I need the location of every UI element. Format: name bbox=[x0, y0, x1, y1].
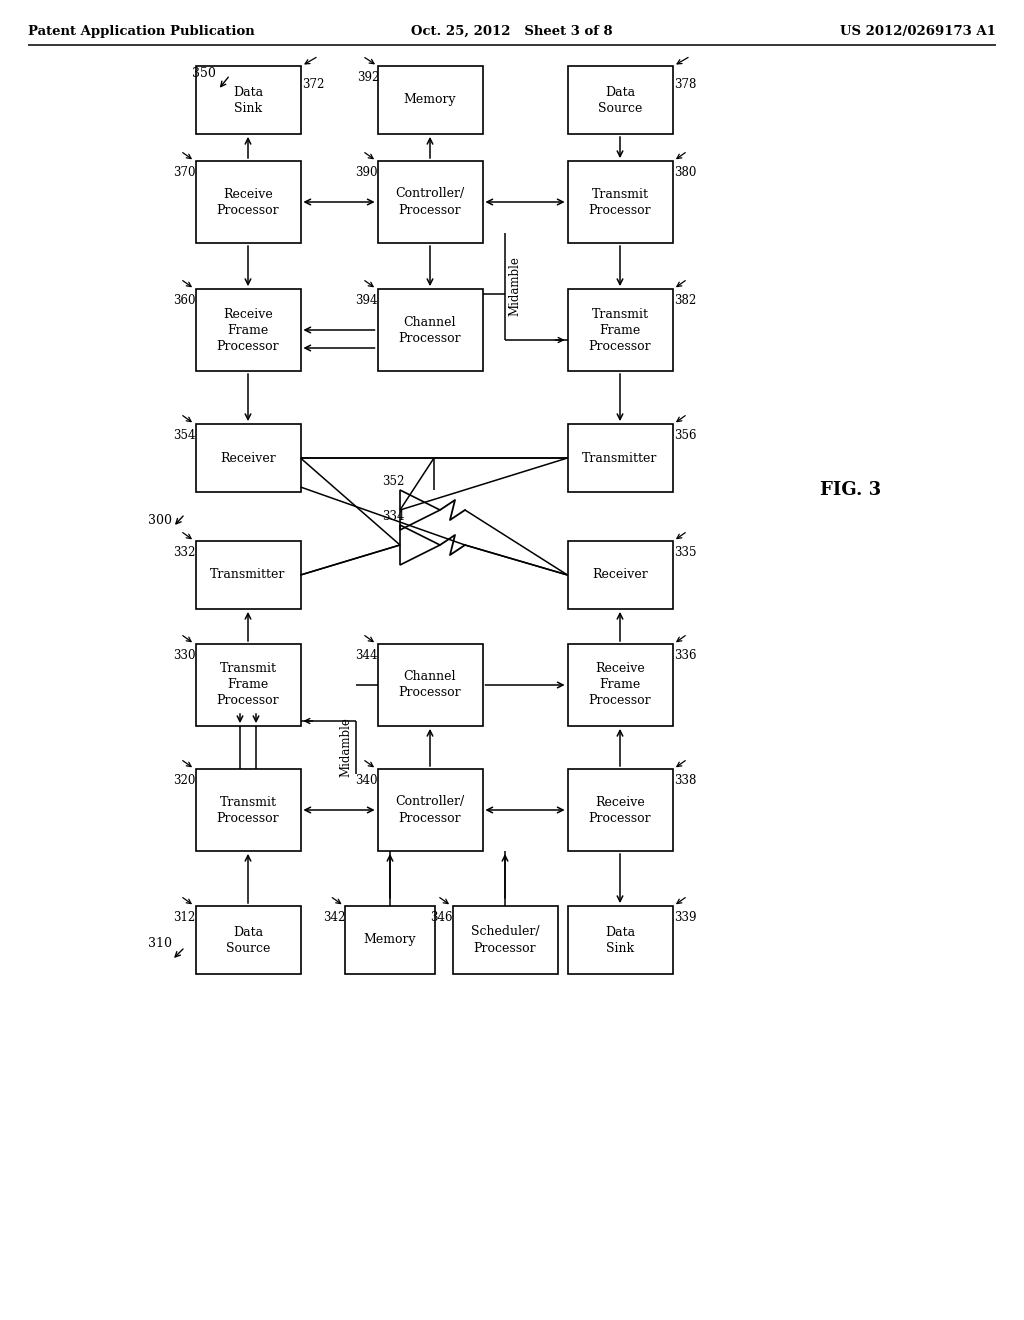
Text: Receiver: Receiver bbox=[220, 451, 275, 465]
Text: 352: 352 bbox=[382, 475, 404, 488]
Text: 346: 346 bbox=[430, 911, 453, 924]
Text: 339: 339 bbox=[675, 911, 697, 924]
Text: 392: 392 bbox=[357, 71, 380, 84]
Bar bbox=[453, 906, 557, 974]
Text: Controller/
Processor: Controller/ Processor bbox=[395, 796, 465, 825]
Bar bbox=[567, 541, 673, 609]
Bar bbox=[378, 66, 482, 135]
Text: 372: 372 bbox=[302, 78, 325, 91]
Bar bbox=[567, 644, 673, 726]
Bar bbox=[378, 770, 482, 851]
Text: 300: 300 bbox=[148, 513, 172, 527]
Text: 342: 342 bbox=[323, 911, 345, 924]
Bar bbox=[196, 541, 300, 609]
Bar bbox=[196, 66, 300, 135]
Text: 344: 344 bbox=[355, 649, 378, 663]
Text: Scheduler/
Processor: Scheduler/ Processor bbox=[471, 925, 540, 954]
Text: Data
Sink: Data Sink bbox=[605, 925, 635, 954]
Text: FIG. 3: FIG. 3 bbox=[820, 480, 881, 499]
Bar bbox=[378, 289, 482, 371]
Text: Transmit
Processor: Transmit Processor bbox=[217, 796, 280, 825]
Text: Midamble: Midamble bbox=[508, 256, 521, 317]
Text: Data
Source: Data Source bbox=[226, 925, 270, 954]
Text: 356: 356 bbox=[675, 429, 697, 442]
Bar bbox=[567, 906, 673, 974]
Text: 380: 380 bbox=[675, 166, 697, 180]
Text: 350: 350 bbox=[193, 67, 216, 81]
Bar bbox=[378, 161, 482, 243]
Text: Oct. 25, 2012   Sheet 3 of 8: Oct. 25, 2012 Sheet 3 of 8 bbox=[412, 25, 612, 38]
Text: Receive
Processor: Receive Processor bbox=[217, 187, 280, 216]
Text: Data
Sink: Data Sink bbox=[232, 86, 263, 115]
Text: 332: 332 bbox=[173, 546, 196, 558]
Text: Receive
Frame
Processor: Receive Frame Processor bbox=[217, 308, 280, 352]
Text: Receive
Frame
Processor: Receive Frame Processor bbox=[589, 663, 651, 708]
Text: Receiver: Receiver bbox=[592, 569, 648, 582]
Text: US 2012/0269173 A1: US 2012/0269173 A1 bbox=[840, 25, 996, 38]
Bar bbox=[567, 161, 673, 243]
Text: Memory: Memory bbox=[364, 933, 417, 946]
Text: Patent Application Publication: Patent Application Publication bbox=[28, 25, 255, 38]
Bar bbox=[196, 770, 300, 851]
Text: Channel
Processor: Channel Processor bbox=[398, 315, 462, 345]
Bar bbox=[196, 424, 300, 492]
Text: 330: 330 bbox=[173, 649, 196, 663]
Bar bbox=[196, 906, 300, 974]
Text: Transmit
Processor: Transmit Processor bbox=[589, 187, 651, 216]
Bar bbox=[567, 289, 673, 371]
Text: Transmit
Frame
Processor: Transmit Frame Processor bbox=[217, 663, 280, 708]
Text: 334: 334 bbox=[382, 510, 404, 523]
Text: 320: 320 bbox=[173, 774, 196, 787]
Text: 335: 335 bbox=[675, 546, 697, 558]
Text: Data
Source: Data Source bbox=[598, 86, 642, 115]
Text: Transmit
Frame
Processor: Transmit Frame Processor bbox=[589, 308, 651, 352]
Bar bbox=[378, 644, 482, 726]
Text: Receive
Processor: Receive Processor bbox=[589, 796, 651, 825]
Text: 378: 378 bbox=[675, 78, 697, 91]
Text: 338: 338 bbox=[675, 774, 697, 787]
Text: Channel
Processor: Channel Processor bbox=[398, 671, 462, 700]
Text: Transmitter: Transmitter bbox=[583, 451, 657, 465]
Text: 390: 390 bbox=[355, 166, 378, 180]
Bar bbox=[196, 644, 300, 726]
Bar bbox=[196, 289, 300, 371]
Text: 360: 360 bbox=[173, 294, 196, 308]
Text: 394: 394 bbox=[355, 294, 378, 308]
Bar bbox=[567, 770, 673, 851]
Text: Transmitter: Transmitter bbox=[210, 569, 286, 582]
Bar bbox=[196, 161, 300, 243]
Text: 310: 310 bbox=[148, 937, 172, 950]
Text: 340: 340 bbox=[355, 774, 378, 787]
Bar bbox=[567, 424, 673, 492]
Text: 370: 370 bbox=[173, 166, 196, 180]
Text: Memory: Memory bbox=[403, 94, 457, 107]
Bar bbox=[567, 66, 673, 135]
Text: Controller/
Processor: Controller/ Processor bbox=[395, 187, 465, 216]
Text: 336: 336 bbox=[675, 649, 697, 663]
Text: 354: 354 bbox=[173, 429, 196, 442]
Text: 312: 312 bbox=[173, 911, 196, 924]
Text: 382: 382 bbox=[675, 294, 696, 308]
Text: Midamble: Midamble bbox=[339, 718, 352, 777]
Bar bbox=[345, 906, 435, 974]
